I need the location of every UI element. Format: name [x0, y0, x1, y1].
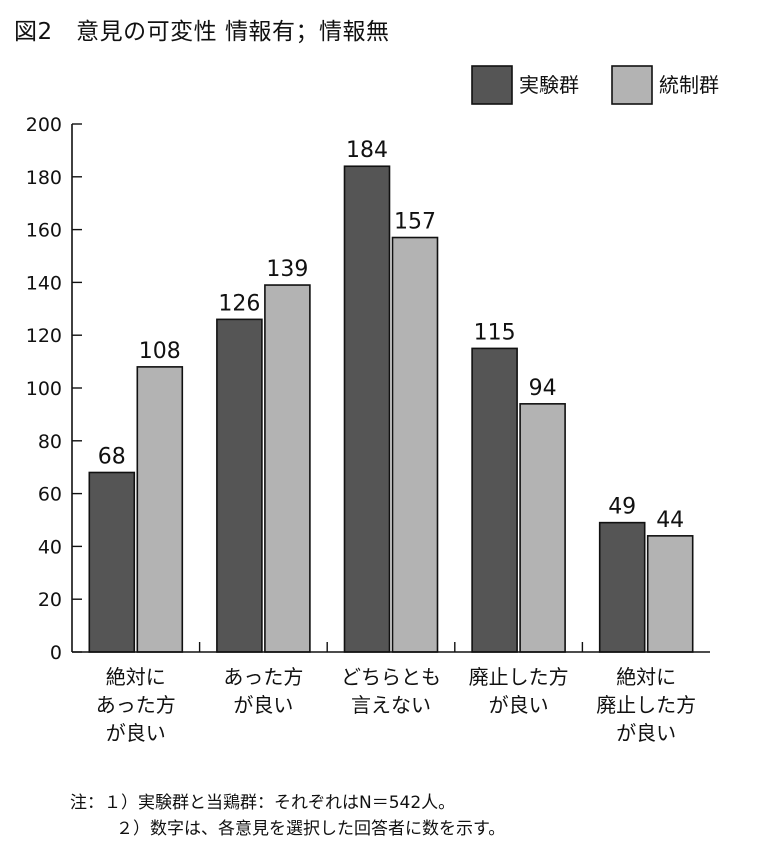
footnote-2: ２）数字は、各意見を選択した回答者に数を示す。 [116, 819, 506, 839]
bar-value-label: 68 [98, 444, 126, 469]
bar-experimental [216, 318, 263, 653]
bar-value-label: 108 [139, 339, 181, 364]
legend-swatch [471, 65, 513, 105]
x-category-label: 絶対に [106, 665, 166, 689]
bar-control [519, 403, 566, 653]
bar-value-label: 157 [394, 210, 436, 235]
y-tick-label: 60 [38, 484, 62, 506]
x-category-label: が良い [233, 693, 293, 717]
bar-experimental [598, 521, 646, 653]
y-tick-label: 0 [50, 642, 62, 664]
bar-value-label: 126 [218, 291, 260, 316]
y-tick-label: 160 [26, 220, 62, 242]
y-tick-label: 80 [38, 431, 62, 453]
bar-experimental [88, 471, 136, 653]
x-category-label: が良い [616, 721, 676, 745]
y-tick-label: 140 [26, 272, 62, 294]
x-category-label: 言えない [351, 693, 431, 717]
bar-control [264, 284, 311, 653]
legend-label: 統制群 [659, 73, 719, 97]
bar-value-label: 94 [529, 376, 557, 401]
legend-swatch [611, 65, 653, 105]
y-tick-label: 40 [38, 536, 62, 558]
y-tick-label: 180 [26, 167, 62, 189]
bar-value-label: 115 [474, 320, 516, 345]
legend-label: 実験群 [519, 73, 579, 97]
y-tick-label: 120 [26, 325, 62, 347]
footnote-1: 注：１）実験群と当鶏群：それぞれはN＝542人。 [70, 793, 456, 813]
x-axis: 絶対にあった方が良いあった方が良いどちらとも言えない廃止した方が良い絶対に廃止し… [72, 642, 710, 745]
x-category-label: が良い [489, 693, 549, 717]
bar-control [646, 535, 694, 653]
bar-experimental [471, 347, 518, 653]
bar-control [391, 236, 439, 653]
bar-value-label: 184 [346, 138, 388, 163]
legend: 実験群 統制群 [471, 65, 719, 105]
x-category-label: 廃止した方 [596, 693, 696, 717]
bar-value-label: 49 [608, 495, 636, 520]
y-tick-label: 200 [26, 114, 62, 136]
x-category-label: あった方 [223, 665, 303, 689]
bar-value-label: 139 [266, 257, 308, 282]
y-axis: 0 20 40 60 80 100 120 140 160 180 200 [26, 114, 82, 664]
footnotes: 注：１）実験群と当鶏群：それぞれはN＝542人。 ２）数字は、各意見を選択した回… [70, 790, 505, 842]
bar-chart: 実験群 統制群 0 20 40 60 80 100 120 140 160 180 200 68 108… [26, 65, 719, 745]
x-category-label: どちらとも [341, 665, 441, 689]
bar-value-label: 44 [656, 508, 684, 533]
figure-title: 図2 意見の可変性 情報有；情報無 [14, 19, 390, 45]
bar-experimental [343, 165, 391, 653]
bar-control [136, 366, 184, 653]
y-tick-label: 20 [38, 589, 62, 611]
x-category-label: あった方 [96, 693, 176, 717]
x-category-label: が良い [106, 721, 166, 745]
y-tick-label: 100 [26, 378, 62, 400]
x-category-label: 絶対に [616, 665, 676, 689]
x-category-label: 廃止した方 [469, 665, 569, 689]
